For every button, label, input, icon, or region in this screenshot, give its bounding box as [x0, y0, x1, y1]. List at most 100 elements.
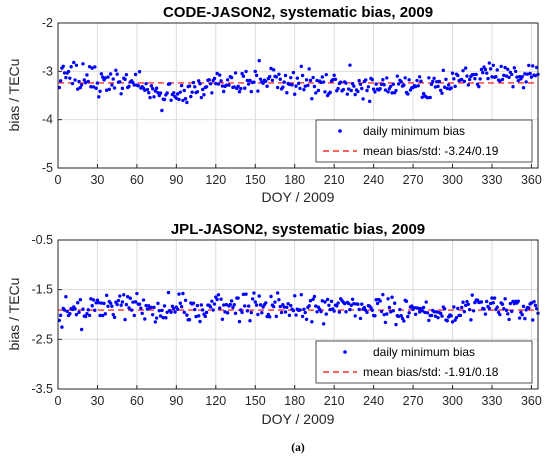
data-point [132, 313, 136, 318]
legend-marker-points [343, 350, 347, 354]
y-tick-label: -3.5 [31, 382, 53, 396]
data-point [417, 310, 422, 314]
data-point [415, 78, 419, 83]
data-point [183, 298, 188, 303]
data-point [211, 308, 215, 312]
data-point [360, 86, 364, 91]
data-point [378, 86, 382, 91]
data-point [504, 74, 509, 78]
data-point [182, 310, 186, 315]
data-point [407, 78, 411, 82]
data-point [250, 297, 255, 301]
data-point [62, 308, 67, 312]
data-point [485, 299, 489, 304]
data-point [120, 86, 125, 91]
data-point [529, 75, 534, 79]
data-point [467, 307, 472, 312]
data-point [162, 304, 167, 308]
data-point [169, 98, 173, 102]
data-point [101, 313, 105, 318]
data-point [460, 305, 464, 310]
data-point [241, 74, 246, 78]
data-point [91, 85, 96, 89]
data-point [225, 311, 230, 315]
data-point [328, 307, 332, 312]
data-point [500, 302, 505, 306]
data-point [225, 78, 230, 82]
data-point [486, 76, 490, 81]
data-point [533, 73, 538, 78]
data-point [110, 304, 114, 308]
data-point [153, 320, 158, 324]
data-point [310, 320, 314, 324]
x-tick-label: 270 [403, 394, 424, 408]
data-point [498, 312, 502, 317]
legend-label-points: daily minimum bias [363, 124, 465, 138]
data-point [231, 305, 235, 310]
data-point [145, 87, 150, 92]
data-point [410, 304, 414, 308]
data-point [320, 299, 325, 303]
legend-marker-points [338, 129, 342, 133]
data-point [76, 87, 80, 91]
data-point [424, 300, 428, 304]
data-point [78, 85, 83, 90]
data-point [406, 92, 410, 96]
data-point [165, 91, 169, 95]
data-point [64, 75, 68, 80]
data-point [390, 91, 394, 95]
data-point [143, 88, 147, 92]
data-point [58, 313, 63, 318]
data-point [91, 298, 96, 302]
data-point [485, 71, 489, 75]
data-point [445, 319, 449, 323]
data-point [352, 84, 356, 88]
data-point [323, 300, 327, 304]
data-point [174, 96, 179, 100]
data-point [403, 76, 407, 80]
data-point [93, 308, 97, 313]
data-point [210, 299, 214, 304]
legend: daily minimum bias mean bias/std: -3.24/… [315, 119, 533, 163]
data-point [512, 66, 517, 70]
data-point [118, 294, 122, 298]
data-point [194, 314, 198, 319]
data-point [90, 304, 94, 308]
data-point [132, 83, 136, 87]
data-point [460, 77, 464, 82]
data-point [77, 310, 81, 314]
data-point [246, 304, 251, 308]
data-point [394, 322, 398, 327]
data-point [491, 63, 495, 67]
data-point [510, 72, 514, 77]
data-point [195, 303, 200, 308]
data-point [258, 77, 263, 81]
data-point [93, 65, 97, 69]
data-point [77, 79, 81, 84]
data-point [308, 299, 313, 303]
data-point [285, 91, 289, 95]
data-point [414, 312, 418, 317]
data-point [290, 83, 294, 87]
data-point [72, 60, 76, 65]
data-point [237, 319, 242, 324]
data-point [154, 316, 159, 320]
data-point [433, 85, 438, 89]
x-tick-label: 330 [482, 173, 503, 187]
data-point [81, 307, 85, 311]
data-point [103, 312, 108, 316]
data-point [308, 78, 313, 83]
data-point [90, 66, 94, 70]
data-point [173, 310, 177, 314]
data-point [374, 82, 378, 86]
x-tick-label: 120 [205, 394, 226, 408]
data-point [381, 292, 385, 297]
data-point [487, 61, 492, 65]
data-point [172, 306, 176, 311]
data-point [314, 304, 318, 308]
data-point [510, 309, 514, 314]
data-point [428, 95, 432, 100]
data-point [291, 308, 296, 313]
data-point [452, 305, 456, 309]
